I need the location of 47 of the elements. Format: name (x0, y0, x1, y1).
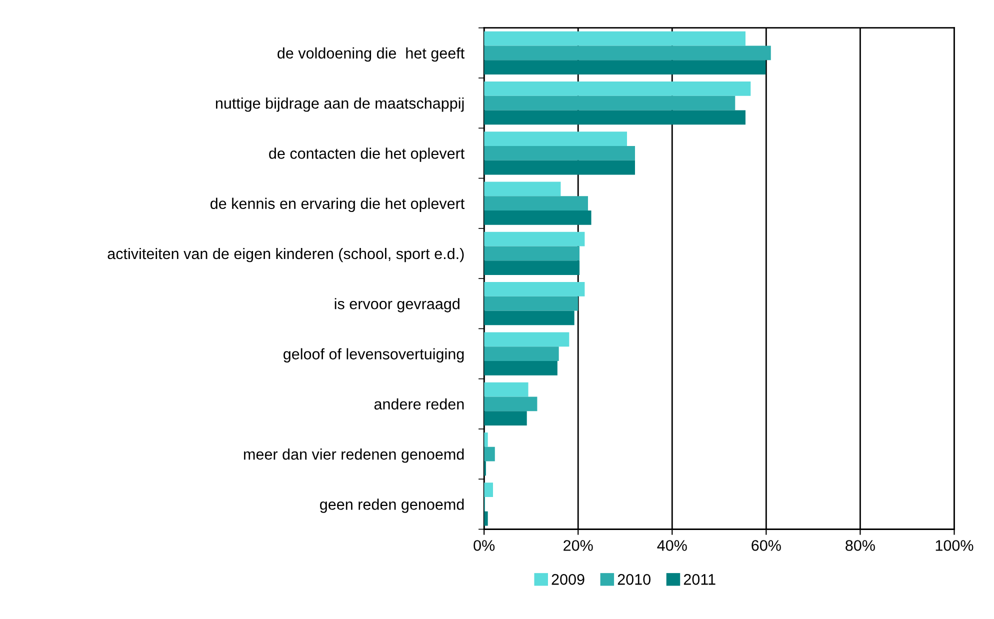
bar (484, 232, 585, 246)
bar (484, 360, 558, 376)
bar (484, 96, 736, 110)
bar (484, 396, 538, 412)
x-tick-label: 0% (474, 540, 495, 551)
bar (484, 246, 580, 261)
x-tick-label: 100% (936, 540, 974, 551)
bar (484, 146, 635, 160)
bar (484, 482, 494, 497)
bar (484, 260, 580, 276)
bar (484, 282, 585, 296)
bar (484, 446, 495, 462)
bar (484, 196, 588, 211)
bar (484, 310, 574, 326)
x-tick-label: 60% (752, 540, 781, 551)
y-tick-label: geen reden genoemd (320, 498, 464, 513)
bar (484, 31, 746, 46)
bar (484, 60, 766, 74)
bar (484, 511, 488, 526)
bar (484, 46, 771, 60)
y-tick-label: activiteiten van de eigen kinderen (school, sport e.d.) (108, 248, 464, 262)
legend-label: 2011 (684, 574, 716, 585)
y-tick-label: meer dan vier redenen genoemd (244, 448, 464, 463)
y-tick-label: de contacten die het oplevert (269, 148, 465, 162)
bar (484, 110, 746, 125)
legend-label: 2010 (618, 574, 650, 585)
bar (484, 332, 570, 347)
bar (484, 346, 559, 361)
y-tick-label: andere reden (374, 398, 464, 410)
bar (484, 296, 578, 311)
bar (484, 210, 592, 225)
legend-label: 2009 (552, 574, 584, 585)
bar (484, 432, 488, 447)
bar (484, 132, 628, 146)
bar (484, 82, 751, 96)
bar (484, 382, 528, 397)
bar (484, 160, 635, 175)
y-tick-label: nuttige bijdrage aan de maatschappij (216, 98, 464, 112)
x-tick-label: 40% (657, 540, 687, 551)
y-tick-label: de kennis en ervaring die het oplevert (210, 198, 465, 212)
x-tick-label: 20% (564, 540, 593, 551)
bar (484, 411, 527, 426)
y-tick-label: de voldoening die het geeft (278, 47, 465, 62)
y-tick-label: geloof of levensovertuiging (284, 348, 464, 362)
x-tick-label: 80% (846, 540, 875, 551)
bar (484, 182, 561, 196)
y-tick-label: is ervoor gevraagd (334, 298, 460, 312)
